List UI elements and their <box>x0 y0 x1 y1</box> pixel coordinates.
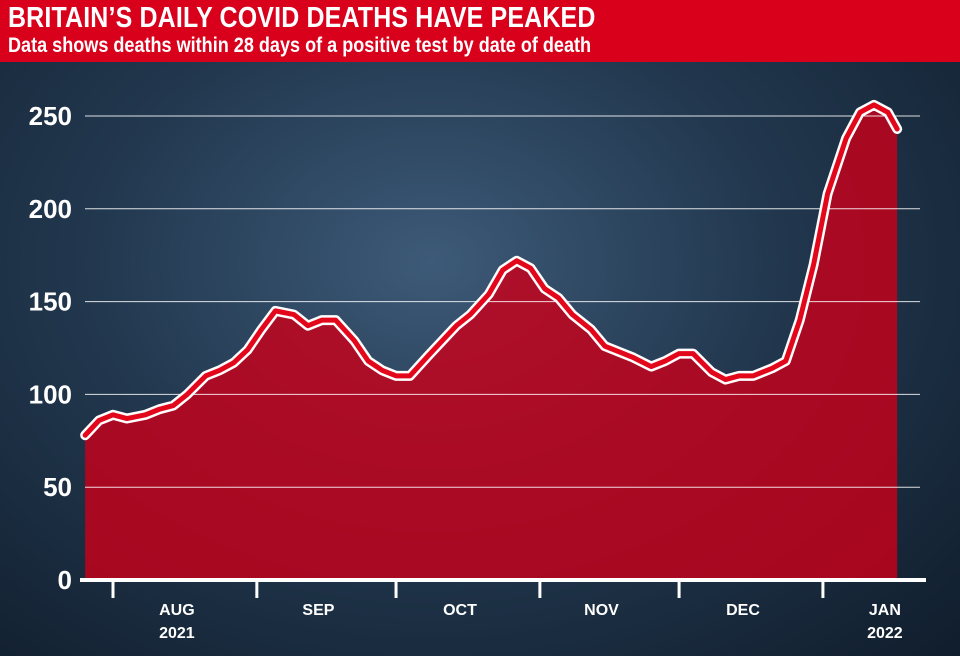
x-tick-sublabel: 2022 <box>867 625 903 642</box>
chart-subtitle: Data shows deaths within 28 days of a po… <box>8 34 592 57</box>
y-tick-label: 50 <box>43 472 72 502</box>
x-tick-label: OCT <box>443 602 477 619</box>
x-tick-label: AUG <box>159 602 195 619</box>
chart-title: BRITAIN’S DAILY COVID DEATHS HAVE PEAKED <box>8 2 596 34</box>
series-line <box>82 102 900 438</box>
y-tick-label: 250 <box>29 101 72 131</box>
y-tick-label: 100 <box>29 379 72 409</box>
x-tick-sublabel: 2021 <box>159 625 195 642</box>
x-tick-label: DEC <box>726 602 760 619</box>
y-tick-label: 150 <box>29 287 72 317</box>
area-fill <box>85 104 898 580</box>
x-tick-label: JAN <box>869 602 901 619</box>
x-tick-label: NOV <box>584 602 619 619</box>
y-tick-label: 200 <box>29 194 72 224</box>
x-tick-label: SEP <box>302 602 334 619</box>
header-banner: BRITAIN’S DAILY COVID DEATHS HAVE PEAKED… <box>0 0 960 62</box>
y-tick-label: 0 <box>58 565 72 595</box>
